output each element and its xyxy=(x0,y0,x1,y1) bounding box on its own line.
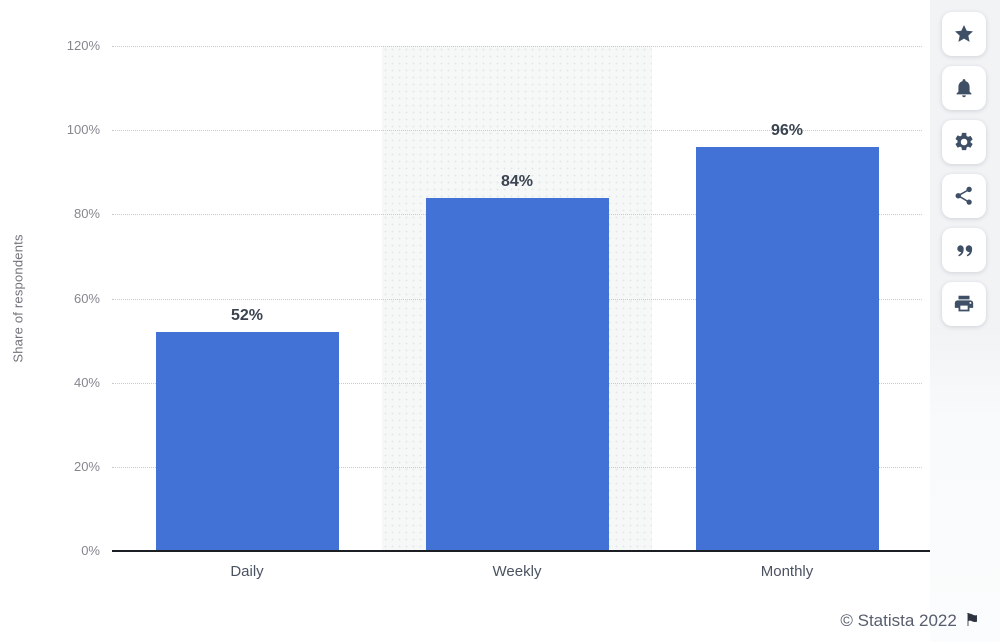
y-axis-title: Share of respondents xyxy=(10,234,26,363)
bar-value-label: 52% xyxy=(230,307,264,325)
y-tick-label: 0% xyxy=(81,543,100,558)
bar-value-label: 84% xyxy=(500,172,534,190)
bar-daily[interactable] xyxy=(155,332,339,551)
cite-button[interactable] xyxy=(942,228,986,272)
favorite-button[interactable] xyxy=(942,12,986,56)
y-tick-label: 40% xyxy=(73,374,100,390)
x-axis-line xyxy=(112,550,930,552)
gridline-120 xyxy=(112,46,922,47)
printer-icon xyxy=(954,295,974,312)
share-button[interactable] xyxy=(942,174,986,218)
x-axis-label-daily: Daily xyxy=(230,563,264,580)
y-tick-label: 20% xyxy=(73,458,100,474)
copyright-credit: © Statista 2022 ⚑ xyxy=(840,610,980,631)
y-tick-label: 120% xyxy=(66,38,100,53)
x-axis-label-weekly: Weekly xyxy=(492,563,542,580)
notifications-button[interactable] xyxy=(942,66,986,110)
bell-icon xyxy=(956,79,972,98)
x-axis-label-monthly: Monthly xyxy=(760,563,814,580)
y-tick-label: 80% xyxy=(73,206,100,222)
credit-text: © Statista 2022 xyxy=(840,610,957,630)
settings-button[interactable] xyxy=(942,120,986,164)
bar-value-label: 96% xyxy=(770,122,804,139)
gridline-100 xyxy=(112,130,922,132)
print-button[interactable] xyxy=(942,282,986,326)
y-tick-label: 60% xyxy=(73,290,100,306)
star-icon xyxy=(955,25,973,42)
bar-monthly[interactable] xyxy=(695,147,879,551)
y-tick-label: 100% xyxy=(66,122,100,138)
bar-weekly[interactable] xyxy=(425,197,609,551)
quote-icon xyxy=(957,245,973,257)
flag-icon: ⚑ xyxy=(963,610,980,630)
share-icon xyxy=(955,186,972,205)
gear-icon xyxy=(955,132,973,151)
